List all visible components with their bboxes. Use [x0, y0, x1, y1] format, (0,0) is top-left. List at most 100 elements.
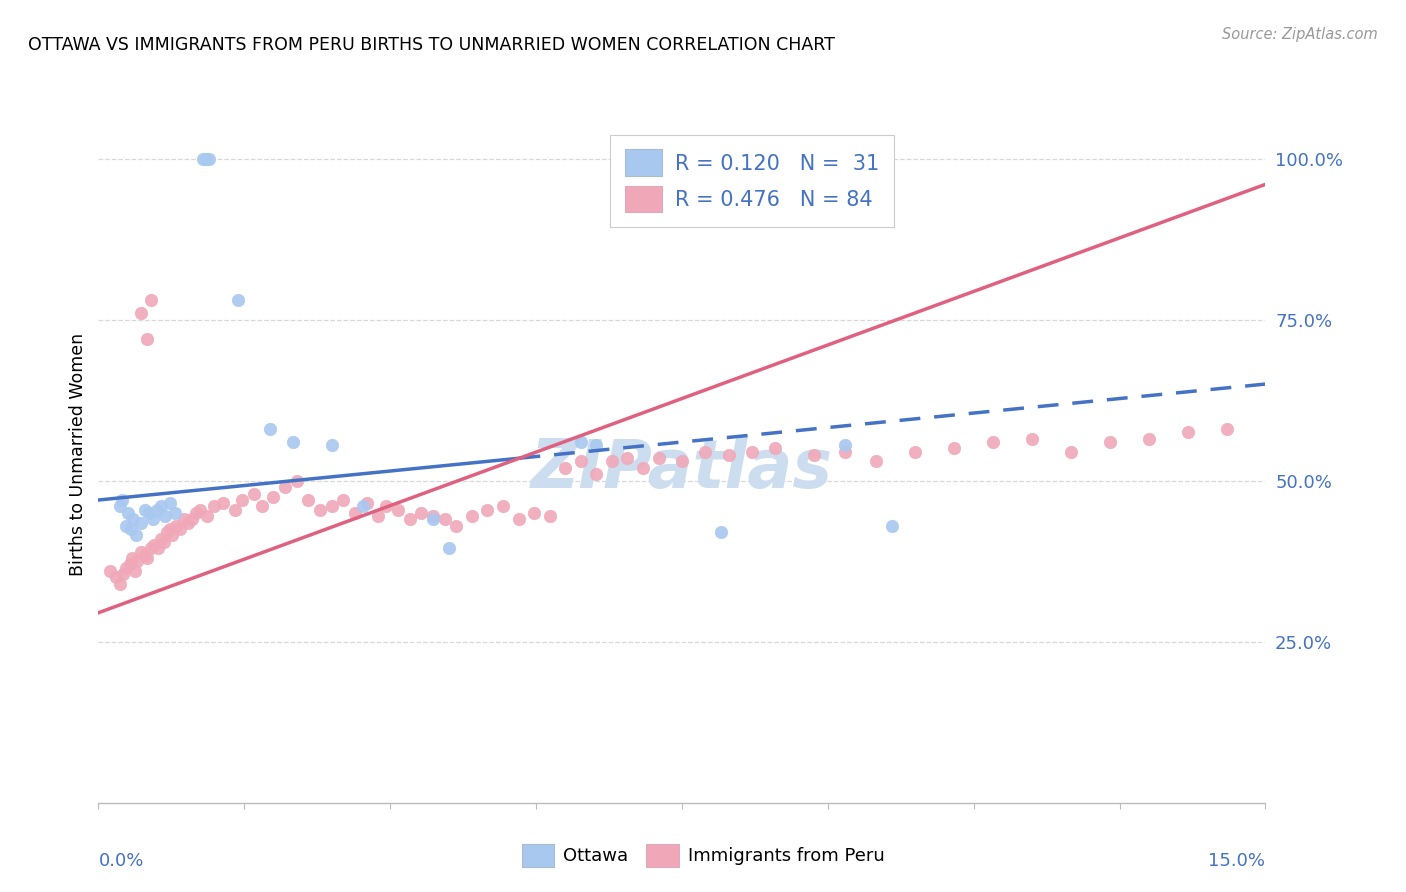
Point	[194, 152, 217, 166]
Point	[763, 442, 786, 456]
Point	[398, 512, 420, 526]
Point	[274, 480, 297, 494]
Legend: Ottawa, Immigrants from Peru: Ottawa, Immigrants from Peru	[515, 837, 891, 874]
Point	[538, 509, 561, 524]
Point	[585, 438, 607, 452]
Text: 15.0%: 15.0%	[1208, 852, 1265, 870]
Point	[112, 567, 135, 582]
Point	[446, 518, 468, 533]
Point	[212, 496, 235, 510]
Point	[375, 500, 398, 514]
Point	[880, 518, 903, 533]
Point	[228, 293, 250, 308]
Point	[136, 551, 159, 566]
Point	[834, 444, 856, 458]
Point	[1215, 422, 1237, 436]
Point	[1177, 425, 1199, 440]
Text: 0.0%: 0.0%	[98, 852, 143, 870]
Legend: R = 0.120   N =  31, R = 0.476   N = 84: R = 0.120 N = 31, R = 0.476 N = 84	[610, 135, 894, 227]
Point	[600, 454, 623, 468]
Point	[129, 544, 152, 558]
Point	[943, 442, 966, 456]
Point	[173, 512, 195, 526]
Point	[149, 500, 172, 514]
Point	[356, 496, 378, 510]
Point	[250, 500, 273, 514]
Point	[146, 502, 169, 516]
Point	[108, 576, 131, 591]
Point	[344, 506, 367, 520]
Point	[138, 506, 160, 520]
Point	[309, 502, 332, 516]
Point	[180, 512, 202, 526]
Point	[121, 551, 143, 566]
Point	[152, 534, 174, 549]
Point	[631, 460, 654, 475]
Point	[285, 474, 308, 488]
Point	[139, 541, 162, 556]
Point	[321, 438, 343, 452]
Point	[122, 512, 145, 526]
Point	[120, 522, 142, 536]
Point	[281, 435, 304, 450]
Point	[129, 306, 152, 320]
Point	[352, 500, 374, 514]
Point	[143, 538, 166, 552]
Point	[981, 435, 1004, 450]
Point	[523, 506, 546, 520]
Point	[422, 512, 444, 526]
Text: OTTAWA VS IMMIGRANTS FROM PERU BIRTHS TO UNMARRIED WOMEN CORRELATION CHART: OTTAWA VS IMMIGRANTS FROM PERU BIRTHS TO…	[28, 36, 835, 54]
Point	[297, 493, 319, 508]
Point	[165, 518, 187, 533]
Point	[332, 493, 354, 508]
Point	[134, 548, 156, 562]
Point	[198, 152, 221, 166]
Point	[159, 496, 181, 510]
Point	[554, 460, 576, 475]
Point	[1137, 432, 1160, 446]
Point	[411, 506, 433, 520]
Point	[422, 509, 444, 524]
Point	[834, 438, 856, 452]
Point	[1021, 432, 1043, 446]
Point	[461, 509, 484, 524]
Point	[717, 448, 740, 462]
Point	[177, 516, 200, 530]
Point	[695, 444, 717, 458]
Point	[569, 454, 592, 468]
Point	[149, 532, 172, 546]
Point	[741, 444, 763, 458]
Text: ZIPatlas: ZIPatlas	[531, 436, 832, 502]
Point	[492, 500, 515, 514]
Point	[135, 332, 157, 346]
Point	[262, 490, 284, 504]
Point	[1060, 444, 1083, 458]
Point	[202, 500, 225, 514]
Point	[114, 518, 136, 533]
Point	[569, 435, 592, 450]
Point	[433, 512, 456, 526]
Point	[98, 564, 121, 578]
Point	[193, 152, 215, 166]
Point	[159, 522, 181, 536]
Point	[367, 509, 389, 524]
Point	[710, 525, 733, 540]
Point	[127, 554, 149, 568]
Point	[111, 493, 134, 508]
Point	[188, 502, 211, 516]
Point	[671, 454, 693, 468]
Point	[142, 512, 165, 526]
Point	[104, 570, 127, 584]
Point	[508, 512, 530, 526]
Point	[163, 506, 186, 520]
Point	[129, 516, 152, 530]
Point	[803, 448, 825, 462]
Point	[153, 509, 176, 524]
Point	[321, 500, 343, 514]
Point	[114, 560, 136, 574]
Point	[117, 506, 139, 520]
Y-axis label: Births to Unmarried Women: Births to Unmarried Women	[69, 334, 87, 576]
Point	[124, 564, 146, 578]
Point	[134, 502, 156, 516]
Point	[647, 451, 669, 466]
